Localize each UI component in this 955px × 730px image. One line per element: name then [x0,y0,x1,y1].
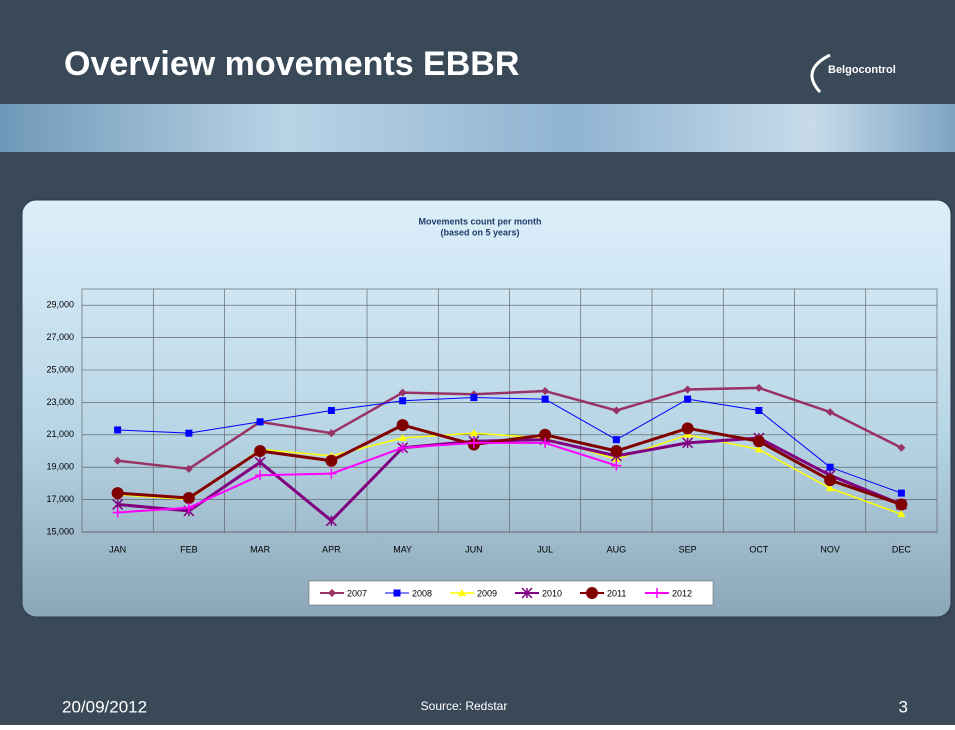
data-point [398,388,407,397]
x-tick-label: JAN [109,544,126,554]
data-point [684,395,692,403]
series-line [117,386,902,471]
logo-swoosh [810,53,831,94]
data-point [183,502,194,513]
legend-label: 2007 [347,588,367,598]
data-point [182,491,195,504]
legend-marker [652,588,662,598]
data-point [185,429,193,437]
data-point [470,394,478,402]
x-tick-label: AUG [607,544,627,554]
series-line [117,441,617,514]
data-point [397,442,408,453]
data-point [540,437,551,448]
chart-subtitle: (based on 5 years) [440,227,519,237]
page-number: 3 [899,697,908,716]
data-point [610,445,623,457]
data-point [897,489,905,497]
data-point [754,383,763,392]
legend-label: 2009 [477,588,497,598]
data-point [681,422,694,435]
data-point [113,456,122,465]
data-point [541,395,549,403]
data-point [611,460,622,471]
logo: Belgocontrol [828,64,896,76]
x-tick-label: FEB [180,544,198,554]
legend-label: 2011 [607,588,626,598]
data-point [755,407,763,414]
x-tick-label: NOV [820,544,840,554]
x-tick-label: MAR [250,544,271,554]
data-point [826,463,834,471]
x-tick-label: JUL [537,544,553,554]
legend-marker [521,587,533,599]
y-tick-label: 25,000 [46,364,74,374]
legend-label: 2012 [672,588,692,598]
data-point [112,507,123,518]
legend-marker [586,587,598,599]
data-point [824,474,837,487]
data-point [682,437,694,449]
slide-title: Overview movements EBBR [64,45,519,83]
y-tick-label: 29,000 [46,300,74,310]
series-line [117,423,902,506]
y-tick-label: 23,000 [46,397,74,407]
data-point [897,443,906,452]
data-point [539,428,552,441]
data-point [255,470,266,481]
chart-frame [21,199,952,618]
x-tick-label: DEC [892,544,912,554]
x-tick-label: OCT [749,544,769,554]
data-point [327,429,336,438]
data-point [184,464,193,473]
data-point [754,445,763,453]
data-point [895,498,908,511]
y-tick-label: 15,000 [46,526,74,536]
y-tick-label: 19,000 [46,462,74,472]
data-point [469,429,478,437]
data-point [326,468,337,479]
data-point [399,397,407,405]
data-point [254,456,266,468]
data-point [327,407,335,414]
x-tick-label: APR [322,544,341,554]
data-point [612,436,620,444]
data-point [396,419,409,432]
data-point [541,387,550,396]
data-point [826,408,835,417]
data-point [254,445,267,457]
data-point [256,418,264,426]
chart-title: Movements count per month [418,216,541,226]
y-tick-label: 17,000 [46,494,74,504]
data-point [325,454,338,467]
x-tick-label: SEP [679,544,697,554]
data-point [826,484,835,492]
series-line [117,397,902,494]
data-point [897,510,906,518]
data-point [114,426,122,434]
legend-marker [328,589,336,597]
data-point [398,434,407,442]
legend-label: 2010 [542,588,562,598]
x-tick-label: JUN [465,544,483,554]
x-tick-label: MAY [393,544,412,554]
data-point [325,515,337,527]
data-point [468,437,479,448]
legend-label: 2008 [412,588,432,598]
source: Source: Redstar [421,699,508,713]
data-point [612,406,621,415]
data-point [752,435,765,448]
legend-marker [393,589,401,597]
date: 20/09/2012 [62,697,147,716]
data-point [111,487,124,500]
y-tick-label: 21,000 [46,429,74,439]
y-tick-label: 27,000 [46,332,74,342]
legend-marker [458,589,466,596]
data-point [683,385,692,394]
banner [0,104,955,152]
